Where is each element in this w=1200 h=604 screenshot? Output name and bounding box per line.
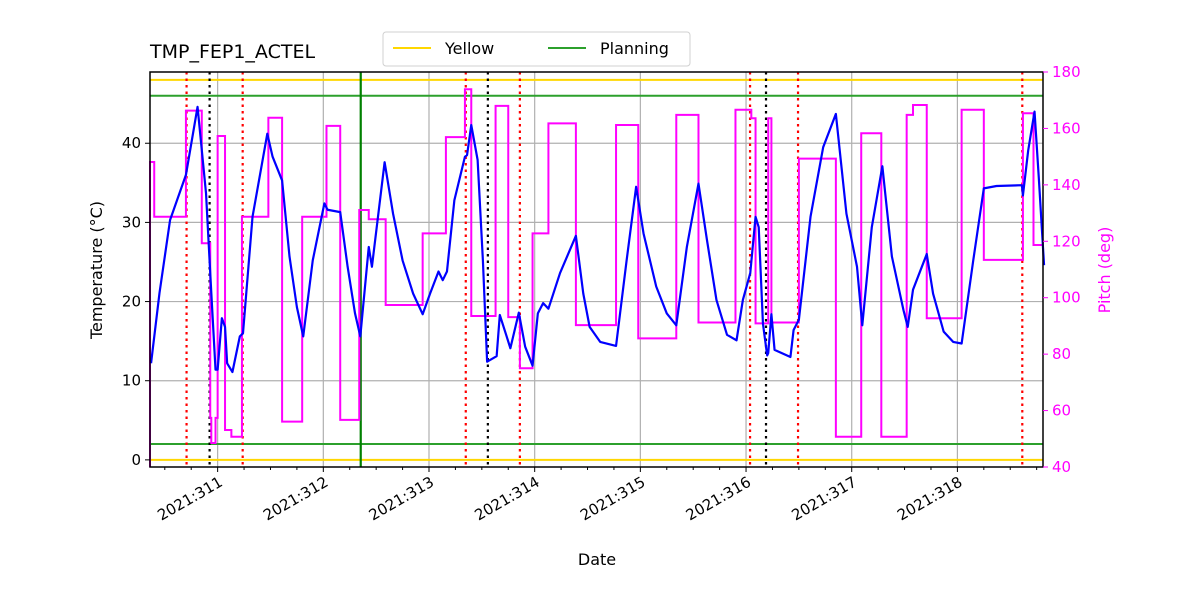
x-tick-label: 2021:311: [154, 473, 225, 525]
y2-tick-label: 100: [1052, 289, 1081, 307]
y-axis-label: Temperature (°C): [87, 201, 106, 340]
x-tick-label: 2021:313: [366, 473, 437, 525]
y2-tick-label: 140: [1052, 176, 1081, 194]
y-tick-label: 40: [122, 134, 141, 152]
legend: Yellow Planning: [382, 31, 691, 67]
legend-label-yellow: Yellow: [444, 39, 494, 58]
axes-frame: [149, 71, 1044, 468]
temperature-series: [149, 105, 1046, 374]
grid: [150, 72, 1043, 467]
y-tick-label: 0: [131, 451, 141, 469]
y2-tick-label: 60: [1052, 402, 1071, 420]
pitch-series: [149, 88, 1043, 467]
y2-tick-label: 120: [1052, 232, 1081, 250]
y-tick-label: 10: [122, 372, 141, 390]
y2-axis-label: Pitch (deg): [1095, 227, 1114, 314]
x-axis-label: Date: [578, 550, 616, 569]
x-tick-label: 2021:318: [894, 473, 965, 525]
legend-label-planning: Planning: [600, 39, 669, 58]
legend-box: [382, 31, 691, 67]
y2-tick-label: 160: [1052, 119, 1081, 137]
axes: 2021:311 2021:312 2021:313 2021:314 2021:315…: [122, 63, 1081, 524]
x-tick-label: 2021:314: [471, 473, 542, 525]
x-tick-label: 2021:315: [577, 473, 648, 525]
x-tick-label: 2021:316: [683, 473, 754, 525]
y2-tick-label: 40: [1052, 458, 1071, 476]
chart-title: TMP_FEP1_ACTEL: [149, 41, 315, 63]
x-tick-label: 2021:317: [788, 473, 859, 525]
x-tick-label: 2021:312: [260, 473, 331, 525]
y-tick-label: 20: [122, 293, 141, 311]
plot-area: [149, 72, 1046, 467]
y2-tick-label: 80: [1052, 345, 1071, 363]
y-tick-label: 30: [122, 213, 141, 231]
y2-tick-label: 180: [1052, 63, 1081, 81]
